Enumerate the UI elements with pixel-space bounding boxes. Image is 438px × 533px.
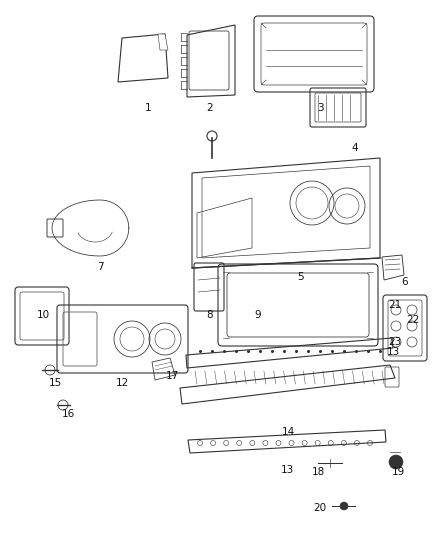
Text: 5: 5 [297, 272, 303, 282]
Text: 16: 16 [61, 409, 74, 419]
Text: 17: 17 [166, 371, 179, 381]
Text: 13: 13 [386, 347, 399, 357]
Text: 21: 21 [389, 300, 402, 310]
Text: 23: 23 [389, 337, 402, 347]
Text: 3: 3 [317, 103, 323, 113]
Circle shape [340, 502, 348, 510]
Polygon shape [158, 34, 168, 50]
Text: 1: 1 [145, 103, 151, 113]
Text: 7: 7 [97, 262, 103, 272]
Text: 8: 8 [207, 310, 213, 320]
Text: 6: 6 [402, 277, 408, 287]
Text: 22: 22 [406, 315, 420, 325]
Text: 19: 19 [392, 467, 405, 477]
Text: 2: 2 [207, 103, 213, 113]
Text: 10: 10 [36, 310, 49, 320]
Text: 14: 14 [281, 427, 295, 437]
Text: 15: 15 [48, 378, 62, 388]
Circle shape [389, 455, 403, 469]
Text: 13: 13 [280, 465, 293, 475]
Text: 20: 20 [314, 503, 327, 513]
Text: 4: 4 [352, 143, 358, 153]
Text: 12: 12 [115, 378, 129, 388]
Text: 9: 9 [254, 310, 261, 320]
Text: 18: 18 [311, 467, 325, 477]
